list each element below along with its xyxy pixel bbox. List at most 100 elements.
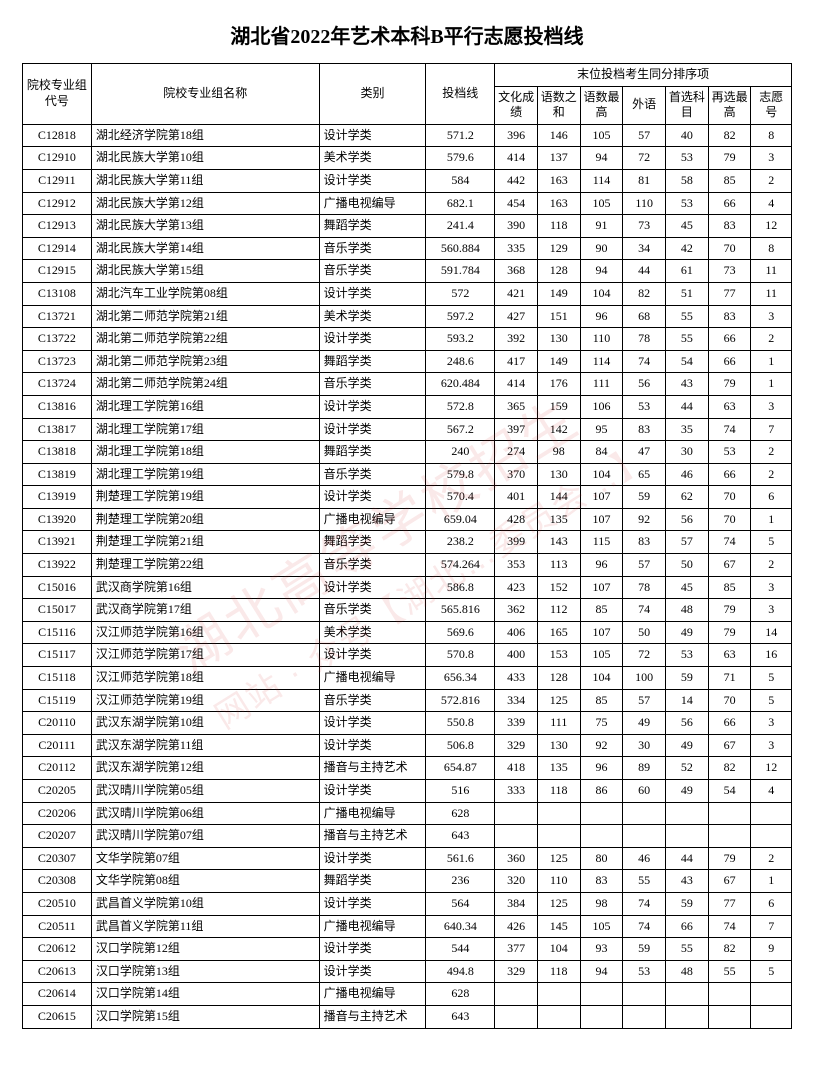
cell-name: 荆楚理工学院第22组 bbox=[91, 554, 319, 577]
table-row: C15116汉江师范学院第16组美术学类569.6406165107504979… bbox=[23, 621, 792, 644]
cell-wish-no: 11 bbox=[751, 282, 792, 305]
cell-cutoff: 506.8 bbox=[426, 734, 495, 757]
cell-category: 舞蹈学类 bbox=[319, 350, 426, 373]
cell-yushu-sum: 113 bbox=[537, 554, 580, 577]
cell-wish-no bbox=[751, 802, 792, 825]
table-row: C13921荆楚理工学院第21组舞蹈学类238.2399143115835774… bbox=[23, 531, 792, 554]
cell-category: 设计学类 bbox=[319, 938, 426, 961]
cell-wish-no: 1 bbox=[751, 508, 792, 531]
cell-yushu-max: 110 bbox=[580, 328, 623, 351]
cell-yushu-sum: 112 bbox=[537, 599, 580, 622]
cell-category: 美术学类 bbox=[319, 621, 426, 644]
table-row: C13919荆楚理工学院第19组设计学类570.4401144107596270… bbox=[23, 486, 792, 509]
cell-code: C13818 bbox=[23, 441, 92, 464]
cell-yushu-sum: 159 bbox=[537, 395, 580, 418]
cell-code: C15119 bbox=[23, 689, 92, 712]
th-name: 院校专业组名称 bbox=[91, 64, 319, 125]
cell-foreign bbox=[623, 1005, 666, 1028]
cell-cutoff: 584 bbox=[426, 169, 495, 192]
cell-yushu-sum: 149 bbox=[537, 282, 580, 305]
cell-wish-no: 14 bbox=[751, 621, 792, 644]
cell-resel-max: 73 bbox=[708, 260, 751, 283]
table-row: C20205武汉晴川学院第05组设计学类516333118866049544 bbox=[23, 780, 792, 803]
cell-yushu-max bbox=[580, 802, 623, 825]
cell-first-sub: 56 bbox=[666, 508, 709, 531]
cell-yushu-max: 84 bbox=[580, 441, 623, 464]
cell-resel-max: 74 bbox=[708, 531, 751, 554]
cell-first-sub: 62 bbox=[666, 486, 709, 509]
cell-wish-no: 5 bbox=[751, 531, 792, 554]
cell-first-sub bbox=[666, 825, 709, 848]
cell-first-sub: 49 bbox=[666, 621, 709, 644]
cell-cutoff: 628 bbox=[426, 983, 495, 1006]
cell-name: 武汉东湖学院第12组 bbox=[91, 757, 319, 780]
cell-code: C12910 bbox=[23, 147, 92, 170]
cell-yushu-max bbox=[580, 1005, 623, 1028]
cell-name: 武汉晴川学院第05组 bbox=[91, 780, 319, 803]
cell-foreign: 34 bbox=[623, 237, 666, 260]
table-row: C20206武汉晴川学院第06组广播电视编导628 bbox=[23, 802, 792, 825]
cell-code: C12911 bbox=[23, 169, 92, 192]
table-row: C15119汉江师范学院第19组音乐学类572.8163341258557147… bbox=[23, 689, 792, 712]
table-row: C20612汉口学院第12组设计学类544377104935955829 bbox=[23, 938, 792, 961]
cell-resel-max: 82 bbox=[708, 938, 751, 961]
table-row: C20207武汉晴川学院第07组播音与主持艺术643 bbox=[23, 825, 792, 848]
cell-category: 设计学类 bbox=[319, 418, 426, 441]
cell-code: C20205 bbox=[23, 780, 92, 803]
cell-code: C12913 bbox=[23, 215, 92, 238]
cell-culture: 353 bbox=[495, 554, 538, 577]
cell-yushu-max bbox=[580, 983, 623, 1006]
cell-yushu-sum: 98 bbox=[537, 441, 580, 464]
cell-resel-max bbox=[708, 983, 751, 1006]
cell-wish-no: 12 bbox=[751, 215, 792, 238]
cell-yushu-max: 91 bbox=[580, 215, 623, 238]
cell-resel-max: 77 bbox=[708, 282, 751, 305]
cell-first-sub bbox=[666, 802, 709, 825]
cell-wish-no bbox=[751, 825, 792, 848]
cell-foreign: 72 bbox=[623, 644, 666, 667]
cell-foreign: 74 bbox=[623, 599, 666, 622]
cell-first-sub: 49 bbox=[666, 780, 709, 803]
cell-first-sub: 48 bbox=[666, 599, 709, 622]
cell-yushu-sum: 176 bbox=[537, 373, 580, 396]
cell-name: 荆楚理工学院第19组 bbox=[91, 486, 319, 509]
th-first-sub: 首选科目 bbox=[666, 86, 709, 124]
cell-culture: 414 bbox=[495, 373, 538, 396]
cell-yushu-max: 94 bbox=[580, 960, 623, 983]
cell-yushu-sum: 144 bbox=[537, 486, 580, 509]
cell-category: 设计学类 bbox=[319, 282, 426, 305]
cell-wish-no: 3 bbox=[751, 712, 792, 735]
cell-yushu-sum: 130 bbox=[537, 734, 580, 757]
cell-category: 设计学类 bbox=[319, 847, 426, 870]
cell-yushu-max: 107 bbox=[580, 508, 623, 531]
cell-first-sub: 53 bbox=[666, 147, 709, 170]
cell-code: C12912 bbox=[23, 192, 92, 215]
cell-name: 武汉东湖学院第11组 bbox=[91, 734, 319, 757]
cell-category: 设计学类 bbox=[319, 960, 426, 983]
cell-code: C13724 bbox=[23, 373, 92, 396]
cell-first-sub: 14 bbox=[666, 689, 709, 712]
cell-first-sub: 59 bbox=[666, 667, 709, 690]
cell-yushu-max: 114 bbox=[580, 169, 623, 192]
cell-resel-max: 70 bbox=[708, 486, 751, 509]
cell-code: C20308 bbox=[23, 870, 92, 893]
cell-cutoff: 659.04 bbox=[426, 508, 495, 531]
cell-cutoff: 236 bbox=[426, 870, 495, 893]
cell-category: 设计学类 bbox=[319, 169, 426, 192]
cell-yushu-sum: 118 bbox=[537, 960, 580, 983]
cell-resel-max: 63 bbox=[708, 644, 751, 667]
cell-foreign: 72 bbox=[623, 147, 666, 170]
cell-resel-max: 82 bbox=[708, 757, 751, 780]
cell-category: 设计学类 bbox=[319, 486, 426, 509]
cell-code: C13922 bbox=[23, 554, 92, 577]
cell-culture: 418 bbox=[495, 757, 538, 780]
cell-yushu-max: 105 bbox=[580, 644, 623, 667]
cell-name: 湖北民族大学第12组 bbox=[91, 192, 319, 215]
cell-code: C12914 bbox=[23, 237, 92, 260]
cell-foreign: 53 bbox=[623, 395, 666, 418]
cell-yushu-max: 92 bbox=[580, 734, 623, 757]
cell-resel-max: 79 bbox=[708, 847, 751, 870]
table-row: C20112武汉东湖学院第12组播音与主持艺术654.8741813596895… bbox=[23, 757, 792, 780]
cell-cutoff: 572.8 bbox=[426, 395, 495, 418]
cell-yushu-sum: 118 bbox=[537, 215, 580, 238]
